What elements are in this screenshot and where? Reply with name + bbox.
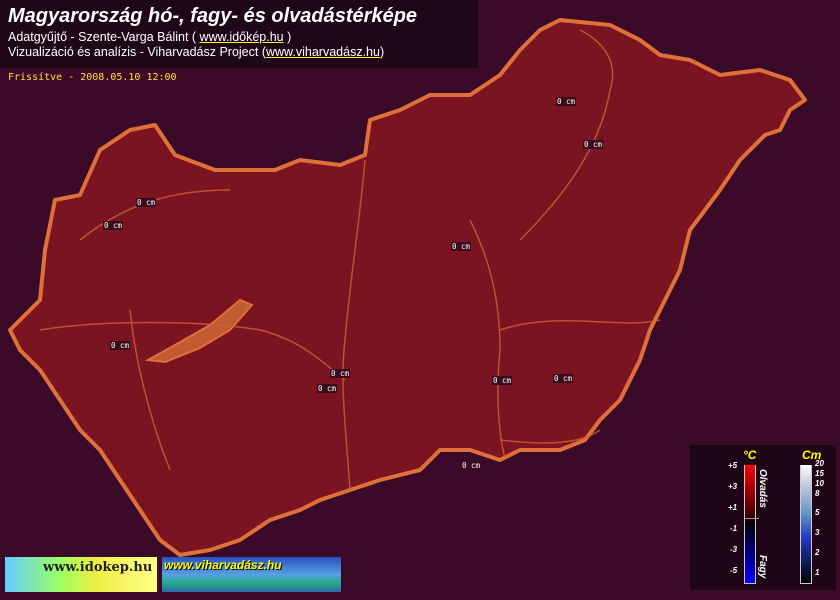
updated-timestamp: Frissítve - 2008.05.10 12:00	[8, 72, 177, 83]
snow-tick: 10	[815, 479, 824, 488]
credit-text: )	[379, 45, 385, 59]
station-label: 0 cm	[583, 140, 604, 149]
banner-text: www.idokep.hu	[43, 560, 153, 575]
snow-scale	[800, 465, 812, 584]
temp-tick: -3	[730, 545, 738, 554]
temp-tick: -1	[730, 524, 738, 533]
station-label: 0 cm	[492, 376, 513, 385]
temp-unit: °C	[743, 448, 757, 462]
station-label: 0 cm	[553, 374, 574, 383]
temp-tick: +5	[728, 461, 738, 470]
station-label: 0 cm	[317, 384, 338, 393]
lake-balaton	[144, 298, 254, 364]
credit-text: )	[283, 30, 292, 44]
snow-tick: 1	[815, 568, 820, 577]
idokep-banner[interactable]: www.idokep.hu	[5, 557, 157, 592]
snow-tick: 3	[815, 528, 820, 537]
snow-tick: 20	[815, 459, 824, 468]
credit-text: Vizualizáció és analízis - Viharvadász P…	[8, 45, 266, 59]
zero-marker	[745, 518, 759, 519]
viharvadasz-link[interactable]: www.viharvadász.hu	[266, 45, 380, 59]
temp-tick: +1	[728, 503, 738, 512]
snow-tick: 5	[815, 508, 820, 517]
country-outline	[8, 18, 807, 557]
snow-tick: 8	[815, 489, 820, 498]
frost-label: Fagy	[757, 555, 768, 579]
page-title: Magyarország hó-, fagy- és olvadástérkép…	[8, 5, 418, 27]
melt-label: Olvadás	[757, 469, 768, 508]
snow-tick: 15	[815, 469, 824, 478]
station-label: 0 cm	[330, 369, 351, 378]
station-label: 0 cm	[451, 242, 472, 251]
station-label: 0 cm	[103, 221, 124, 230]
legend: °C Cm Olvadás Fagy +5 +3 +1 -1 -3 -5 20 …	[690, 445, 836, 590]
station-label: 0 cm	[556, 97, 577, 106]
header-panel: Magyarország hó-, fagy- és olvadástérkép…	[0, 0, 478, 68]
credit-text: Adatgyűjtő - Szente-Varga Bálint (	[8, 30, 200, 44]
banner-text: www.viharvadász.hu	[164, 558, 282, 572]
temp-tick: -5	[730, 566, 738, 575]
credit-collector: Adatgyűjtő - Szente-Varga Bálint ( www.i…	[8, 30, 291, 44]
temp-tick: +3	[728, 482, 738, 491]
station-label: 0 cm	[136, 198, 157, 207]
station-label: 0 cm	[461, 461, 482, 470]
snow-tick: 2	[815, 548, 820, 557]
viharvadasz-banner[interactable]: www.viharvadász.hu	[162, 557, 341, 592]
station-label: 0 cm	[110, 341, 131, 350]
temperature-scale	[744, 465, 756, 584]
credit-visualization: Vizualizáció és analízis - Viharvadász P…	[8, 45, 384, 59]
idokep-link[interactable]: www.időkép.hu	[199, 30, 284, 44]
county-borders	[39, 29, 661, 491]
snow-unit: Cm	[802, 448, 822, 462]
